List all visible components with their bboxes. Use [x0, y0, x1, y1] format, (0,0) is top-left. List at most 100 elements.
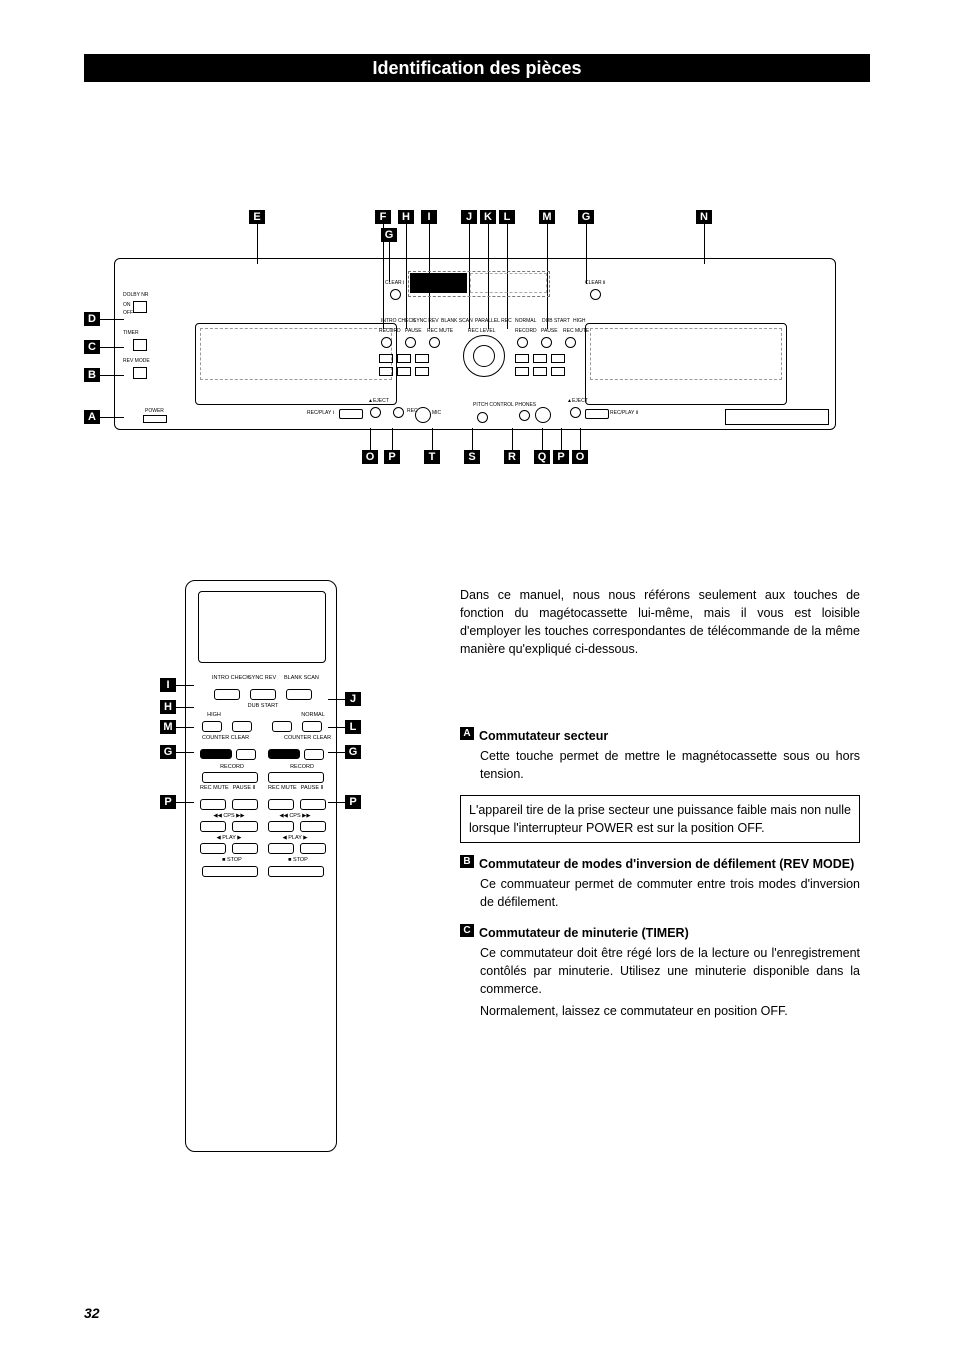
callout-B: B — [84, 368, 100, 382]
label-rec-play-2: REC/PLAY Ⅱ — [610, 411, 638, 416]
section-C-body2: Normalement, laissez ce commutateur en p… — [480, 1002, 860, 1020]
r-label-cps-l: ◀◀ CPS ▶▶ — [202, 813, 256, 819]
r-label-high: HIGH — [202, 712, 226, 718]
callout-P-1: P — [384, 450, 400, 464]
page-title-bar: Identification des pièces — [84, 54, 870, 82]
section-A-note: L'appareil tire de la prise secteur une … — [460, 795, 860, 843]
knob-clear-1 — [390, 289, 401, 300]
label-rec-level: REC LEVEL — [468, 329, 496, 334]
label-pause-a: PAUSE — [405, 329, 422, 334]
callout-J: J — [461, 210, 477, 224]
callout-Q: Q — [534, 450, 550, 464]
callout-P-2: P — [553, 450, 569, 464]
r-label-record-l: RECORD — [212, 764, 252, 770]
callout-A: A — [84, 410, 100, 424]
section-A-title: Commutateur secteur — [479, 727, 608, 745]
label-rev-mode: REV MODE — [123, 359, 150, 364]
r-label-recmute-l: REC MUTE — [200, 785, 224, 791]
remote-callout-J: J — [345, 692, 361, 706]
callout-O-2: O — [572, 450, 588, 464]
remote-diagram: I H M G P J L G P INTRO CHECK SYNC REV B… — [130, 580, 390, 1170]
remote-callout-H: H — [160, 700, 176, 714]
callout-S: S — [464, 450, 480, 464]
callout-C: C — [84, 340, 100, 354]
remote-callout-G-r: G — [345, 745, 361, 759]
text-column: Dans ce manuel, nous nous référons seule… — [460, 586, 860, 1032]
remote-callout-M: M — [160, 720, 176, 734]
callout-E: E — [249, 210, 265, 224]
r-label-play-l: ◀ PLAY ▶ — [202, 835, 256, 841]
label-eject-b: ▲EJECT — [567, 399, 588, 404]
section-C-title: Commutateur de minuterie (TIMER) — [479, 924, 689, 942]
r-label-sync: SYNC REV — [248, 675, 276, 681]
r-label-stop-r: ■ STOP — [278, 857, 318, 863]
page-number: 32 — [84, 1305, 100, 1321]
remote-body: INTRO CHECK SYNC REV BLANK SCAN DUB STAR… — [185, 580, 337, 1152]
section-A-body: Cette touche permet de mettre le magnéto… — [480, 747, 860, 783]
section-C-head: C Commutateur de minuterie (TIMER) — [460, 924, 860, 942]
label-phones: PHONES — [515, 403, 536, 408]
section-C-body1: Ce commutateur doit être régé lors de la… — [480, 944, 860, 998]
callout-D: D — [84, 312, 100, 326]
label-high: HIGH — [573, 319, 586, 324]
label-pitch: PITCH CONTROL — [473, 403, 514, 408]
callout-N: N — [696, 210, 712, 224]
label-intro-check: INTRO CHECK — [381, 319, 415, 324]
label-record-b: RECORD — [515, 329, 537, 334]
label-clear-1: CLEAR Ⅰ — [385, 281, 405, 286]
intro-paragraph: Dans ce manuel, nous nous référons seule… — [460, 586, 860, 659]
label-mic: MIC — [432, 411, 441, 416]
label-off: OFF — [123, 311, 133, 316]
callout-G-top2: G — [578, 210, 594, 224]
label-rec-play-1: REC/PLAY Ⅰ — [307, 411, 334, 416]
label-sync-rev: SYNC REV — [413, 319, 439, 324]
r-label-dub: DUB START — [233, 703, 293, 709]
section-A-tag: A — [460, 727, 474, 740]
label-dolby-nr: DOLBY NR — [123, 293, 148, 298]
callout-I: I — [421, 210, 437, 224]
r-label-cps-r: ◀◀ CPS ▶▶ — [268, 813, 322, 819]
callout-O-1: O — [362, 450, 378, 464]
r-label-cc-r: COUNTER CLEAR — [284, 735, 320, 741]
section-A-head: A Commutateur secteur — [460, 727, 860, 745]
page-title: Identification des pièces — [372, 58, 581, 78]
remote-callout-P-l: P — [160, 795, 176, 809]
panel-diagram: E F H I G J K L M G N D C B A O P T — [84, 200, 870, 470]
deck-B — [585, 323, 787, 405]
label-on: ON — [123, 303, 131, 308]
section-B-title: Commutateur de modes d'inversion de défi… — [479, 855, 854, 873]
knob-clear-2 — [590, 289, 601, 300]
label-recmute-b: REC MUTE — [563, 329, 589, 334]
callout-H: H — [398, 210, 414, 224]
section-C-tag: C — [460, 924, 474, 937]
label-parallel-rec: PARALLEL REC — [475, 319, 512, 324]
label-dub-start: DUB START — [542, 319, 570, 324]
section-B-head: B Commutateur de modes d'inversion de dé… — [460, 855, 860, 873]
label-clear-2: CLEAR Ⅱ — [585, 281, 606, 286]
section-B-body: Ce commuateur permet de commuter entre t… — [480, 875, 860, 911]
r-label-cc-l: COUNTER CLEAR — [202, 735, 238, 741]
callout-L: L — [499, 210, 515, 224]
r-label-recmute-r: REC MUTE — [268, 785, 292, 791]
r-label-play-r: ◀ PLAY ▶ — [268, 835, 322, 841]
r-label-pause-l: PAUSE Ⅱ — [232, 785, 256, 791]
label-timer: TIMER — [123, 331, 139, 336]
deck-A — [195, 323, 397, 405]
label-blank-scan: BLANK SCAN — [441, 319, 473, 324]
remote-callout-P-r: P — [345, 795, 361, 809]
r-label-normal: NORMAL — [298, 712, 328, 718]
callout-F: F — [375, 210, 391, 224]
r-label-pause-r: PAUSE Ⅱ — [300, 785, 324, 791]
label-pause-b: PAUSE — [541, 329, 558, 334]
remote-callout-I: I — [160, 678, 176, 692]
label-normal: NORMAL — [515, 319, 536, 324]
remote-callout-L: L — [345, 720, 361, 734]
front-panel-outline: DOLBY NR ON OFF TIMER REV MODE POWER CLE… — [114, 258, 836, 430]
r-label-record-r: RECORD — [282, 764, 322, 770]
r-label-stop-l: ■ STOP — [212, 857, 252, 863]
label-recmute-a: REC MUTE — [427, 329, 453, 334]
label-eject-a: ▲EJECT — [368, 399, 389, 404]
callout-M: M — [539, 210, 555, 224]
label-power: POWER — [145, 409, 164, 414]
r-label-intro: INTRO CHECK — [212, 675, 240, 681]
